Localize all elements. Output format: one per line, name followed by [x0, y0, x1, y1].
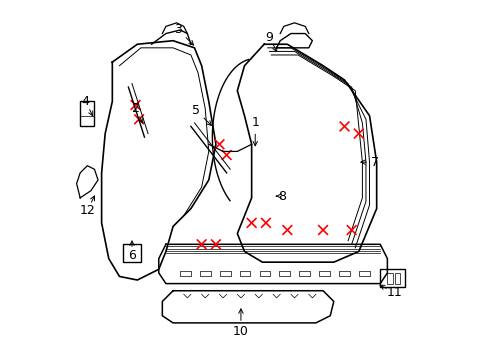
Bar [259, 271, 270, 276]
Bar [239, 271, 250, 276]
Text: 11: 11 [386, 286, 402, 299]
Text: 4: 4 [81, 95, 89, 108]
Text: 10: 10 [232, 325, 248, 338]
Text: 9: 9 [265, 31, 273, 44]
Bar [180, 271, 190, 276]
Bar [358, 271, 369, 276]
Bar [200, 271, 210, 276]
Bar [80, 102, 94, 126]
Text: 1: 1 [251, 116, 259, 129]
Bar [380, 269, 405, 287]
Text: 6: 6 [128, 248, 136, 261]
Bar [394, 273, 399, 284]
Text: 8: 8 [278, 190, 285, 203]
Text: 3: 3 [174, 23, 182, 36]
Bar [279, 271, 289, 276]
Bar [299, 271, 309, 276]
Bar [123, 244, 141, 262]
Text: 12: 12 [79, 204, 95, 217]
Text: 7: 7 [370, 156, 378, 168]
Bar [338, 271, 349, 276]
Bar [386, 273, 392, 284]
Text: 2: 2 [131, 102, 139, 115]
Text: 5: 5 [192, 104, 200, 117]
Bar [319, 271, 329, 276]
Bar [220, 271, 230, 276]
